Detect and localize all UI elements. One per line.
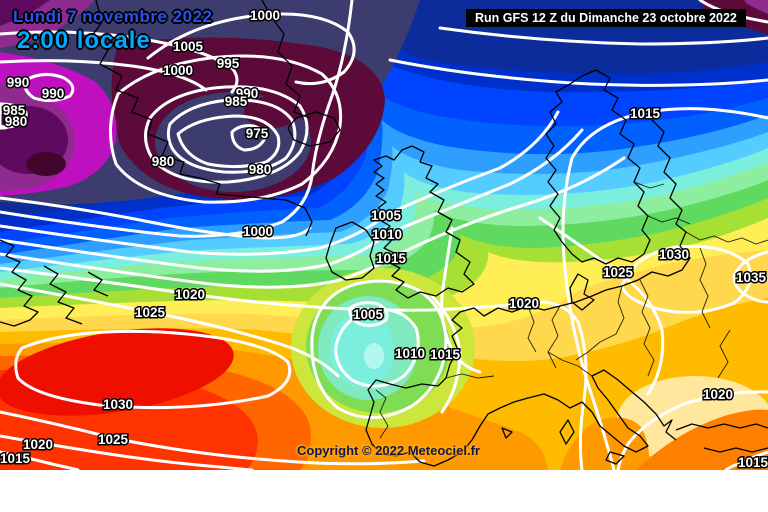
pressure-label: 985	[3, 103, 26, 118]
pressure-label: 990	[7, 75, 30, 90]
pressure-label: 990	[42, 86, 65, 101]
pressure-label: 1005	[173, 39, 204, 54]
pressure-label: 1015	[376, 251, 407, 266]
pressure-label: 1015	[430, 347, 461, 362]
pressure-label: 1020	[23, 437, 53, 452]
legend-strip: Géop. Z500 & pression au sol (+ 348h) 49…	[0, 470, 768, 512]
pressure-label: 1025	[98, 432, 129, 447]
pressure-label: 995	[217, 56, 240, 71]
pressure-label: 1000	[163, 63, 193, 78]
pressure-label: 980	[249, 162, 272, 177]
pressure-map: 1000100510009909909859809959909859759809…	[0, 0, 768, 470]
pressure-label: 1010	[372, 227, 402, 242]
copyright-notice: Copyright © 2022 Meteociel.fr	[297, 443, 480, 458]
map-date: Lundi 7 novembre 2022	[13, 7, 213, 26]
pressure-label: 975	[246, 126, 269, 141]
pressure-label: 985	[225, 94, 248, 109]
country-borders	[375, 181, 768, 439]
pressure-label: 1015	[738, 455, 768, 470]
pressure-label: 1015	[0, 451, 31, 466]
map-local-time: 2:00 locale	[17, 27, 151, 54]
model-run-info: Run GFS 12 Z du Dimanche 23 octobre 2022	[466, 9, 746, 27]
pressure-label: 990	[236, 86, 259, 101]
geopotential-field	[0, 0, 768, 470]
pressure-label: 1005	[353, 307, 384, 322]
isobar-contours	[0, 0, 768, 470]
pressure-label: 980	[152, 154, 175, 169]
coastlines	[0, 0, 768, 467]
pressure-label: 1015	[630, 106, 661, 121]
pressure-label: 1020	[509, 296, 539, 311]
pressure-label: 1005	[371, 208, 402, 223]
pressure-label: 980	[5, 114, 28, 129]
pressure-label: 1020	[175, 287, 205, 302]
pressure-label: 1000	[250, 8, 280, 23]
pressure-label: 1025	[135, 305, 166, 320]
pressure-labels: 1000100510009909909859809959909859759809…	[0, 7, 768, 471]
pressure-label: 1025	[603, 265, 634, 280]
pressure-label: 1020	[703, 387, 733, 402]
pressure-label: 1010	[395, 346, 425, 361]
pressure-label: 1030	[659, 247, 689, 262]
pressure-label: 1030	[103, 397, 133, 412]
pressure-label: 1000	[243, 224, 273, 239]
pressure-label: 1035	[736, 270, 767, 285]
